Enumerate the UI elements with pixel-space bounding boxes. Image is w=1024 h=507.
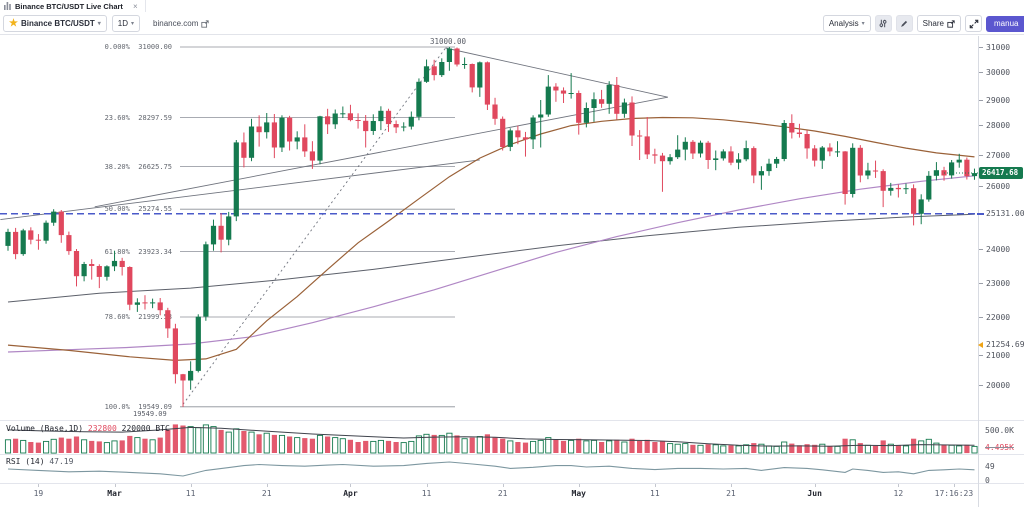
trendline[interactable]: [94, 96, 668, 208]
chevron-down-icon: ▾: [861, 21, 865, 27]
trendline[interactable]: [0, 159, 480, 220]
toolbar-left-group: ★ Binance BTC/USDT ▾ 1D ▾ binance.com: [3, 15, 210, 32]
source-link[interactable]: binance.com: [153, 19, 210, 28]
tab-title: Binance BTC/USDT Live Chart: [15, 1, 123, 11]
manual-label: manua: [994, 19, 1019, 28]
indicators-button[interactable]: [874, 15, 892, 32]
ma-mid-line: [7, 175, 975, 353]
pencil-icon: [901, 20, 908, 27]
share-external-icon: [947, 19, 955, 28]
toolbar-right-group: Analysis ▾ Share: [822, 15, 1024, 32]
analysis-dropdown[interactable]: Analysis ▾: [822, 15, 871, 32]
analysis-label: Analysis: [828, 19, 859, 28]
symbol-label: Binance BTC/USDT: [20, 19, 95, 28]
toolbar: ★ Binance BTC/USDT ▾ 1D ▾ binance.com An…: [0, 13, 1024, 35]
trendline[interactable]: [182, 47, 446, 405]
trendline[interactable]: [445, 47, 668, 98]
chart-icon: [4, 2, 11, 10]
share-label: Share: [922, 19, 944, 28]
volume-ma-line: [7, 426, 975, 447]
tab-close-icon[interactable]: ×: [132, 1, 138, 11]
interval-selector[interactable]: 1D ▾: [111, 15, 141, 32]
manual-button[interactable]: manua: [986, 15, 1024, 32]
external-link-icon: [201, 19, 210, 28]
interval-label: 1D: [117, 19, 129, 28]
expand-icon: [969, 19, 978, 28]
star-icon[interactable]: ★: [9, 17, 18, 29]
rsi-line: [7, 461, 975, 477]
tab-btcusdt-live-chart[interactable]: Binance BTC/USDT Live Chart ×: [0, 0, 146, 12]
symbol-selector[interactable]: ★ Binance BTC/USDT ▾: [3, 15, 107, 32]
ma-slow-line: [7, 213, 975, 303]
volume-series: [4, 424, 978, 454]
share-button[interactable]: Share: [916, 15, 961, 32]
sliders-icon: [879, 19, 887, 28]
chevron-down-icon: ▾: [97, 21, 101, 27]
fullscreen-button[interactable]: [965, 15, 982, 32]
draw-button[interactable]: [895, 15, 913, 32]
candlestick-series: [5, 47, 978, 407]
source-link-label: binance.com: [153, 19, 199, 28]
chevron-down-icon: ▾: [131, 21, 135, 27]
